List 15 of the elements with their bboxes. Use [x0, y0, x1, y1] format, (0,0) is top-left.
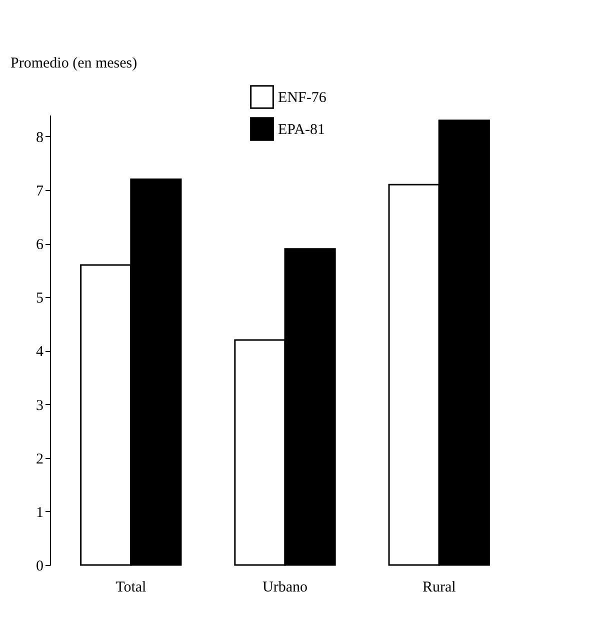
- y-tick-label: 2: [36, 451, 44, 468]
- legend-label: EPA-81: [278, 122, 325, 138]
- y-tick-label: 8: [36, 130, 44, 146]
- y-tick-label: 0: [36, 558, 44, 574]
- x-tick-label: Total: [116, 580, 146, 596]
- y-tick-label: 6: [36, 237, 44, 254]
- y-tick-label: 7: [36, 184, 44, 200]
- x-tick-label: Urbano: [262, 580, 308, 596]
- y-axis-title: Promedio (en meses): [10, 56, 138, 72]
- legend-label: ENF-76: [278, 90, 327, 106]
- x-tick-label: Rural: [422, 580, 456, 596]
- y-tick-label: 5: [36, 290, 44, 307]
- y-tick-label: 3: [36, 398, 44, 414]
- y-tick-label: 1: [36, 504, 44, 521]
- y-tick-label: 4: [36, 344, 44, 360]
